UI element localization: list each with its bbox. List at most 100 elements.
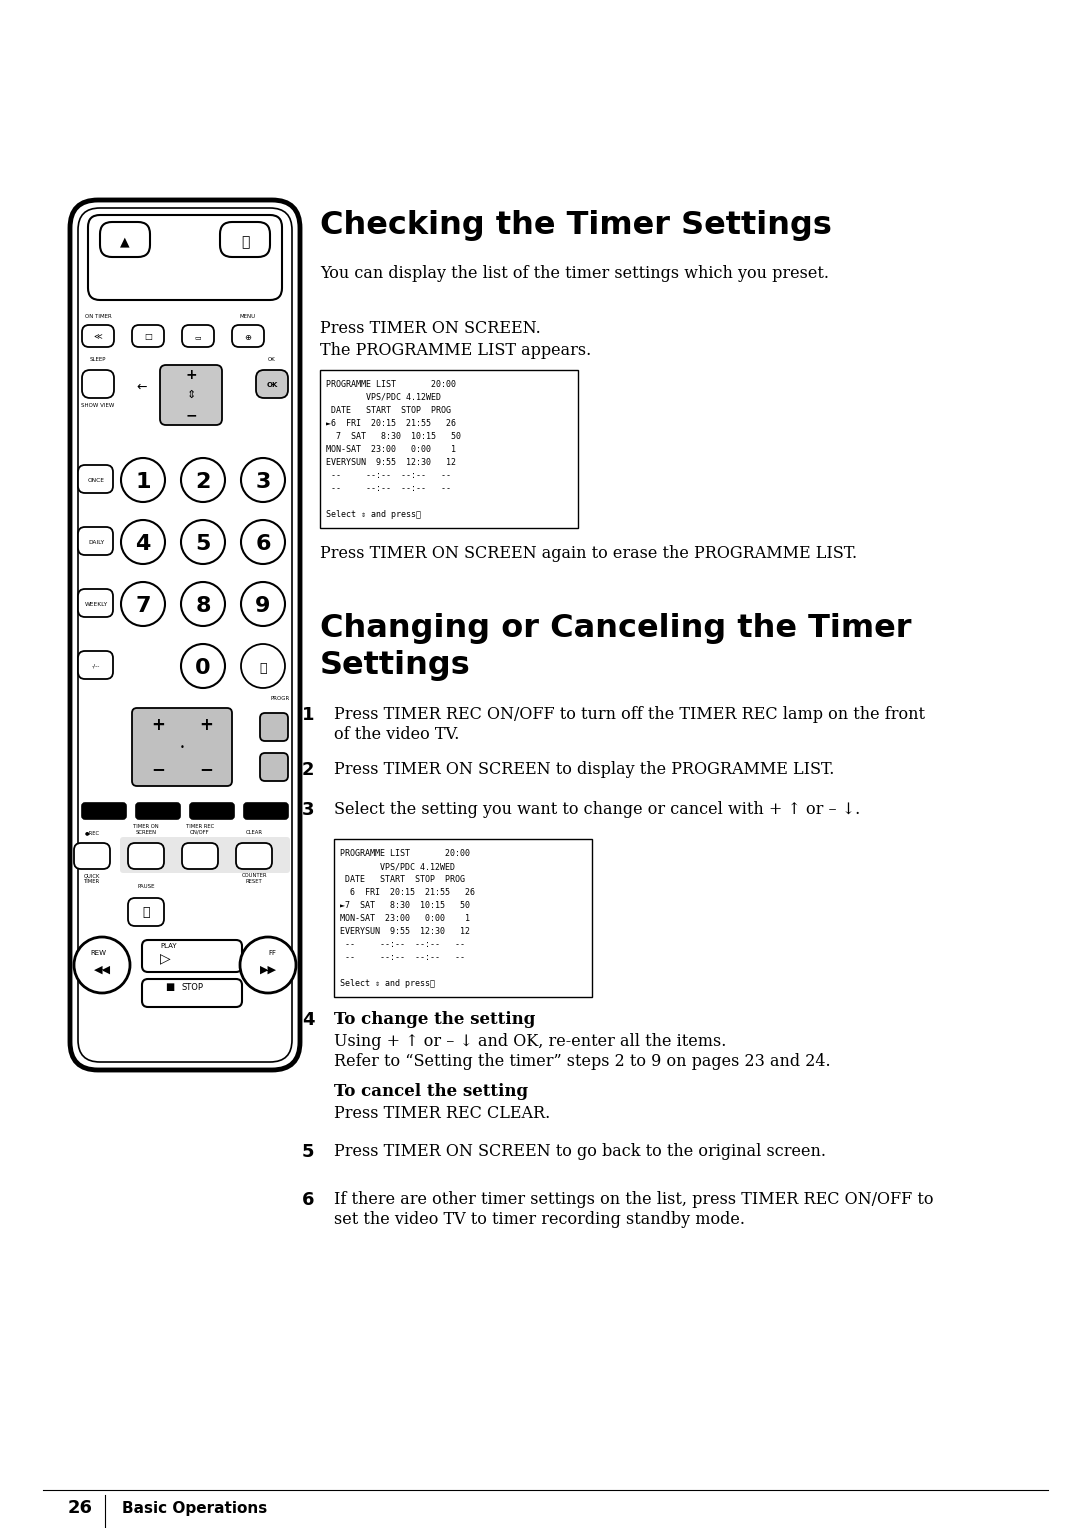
Circle shape [121,458,165,503]
Text: TIMER ON
SCREEN: TIMER ON SCREEN [133,824,159,834]
Text: To change the setting: To change the setting [334,1012,536,1028]
Text: −: − [185,408,197,422]
Text: +: + [151,717,165,733]
Text: Select ⇕ and pressⓄ: Select ⇕ and pressⓄ [326,510,421,520]
Text: 6  FRI  20:15  21:55   26: 6 FRI 20:15 21:55 26 [340,888,475,897]
Text: PROGRAMME LIST       20:00: PROGRAMME LIST 20:00 [326,380,456,390]
Text: PROGRAMME LIST       20:00: PROGRAMME LIST 20:00 [340,850,470,859]
Text: +: + [199,717,213,733]
Text: MON-SAT  23:00   0:00    1: MON-SAT 23:00 0:00 1 [340,914,470,923]
FancyBboxPatch shape [260,714,288,741]
Text: of the video TV.: of the video TV. [334,726,459,743]
Text: EVERYSUN  9:55  12:30   12: EVERYSUN 9:55 12:30 12 [326,458,456,468]
Text: -/--: -/-- [92,663,100,669]
Text: set the video TV to timer recording standby mode.: set the video TV to timer recording stan… [334,1212,745,1229]
Text: 3: 3 [255,472,271,492]
Text: To cancel the setting: To cancel the setting [334,1083,528,1100]
Text: ⏸: ⏸ [143,906,150,920]
Text: 1: 1 [135,472,151,492]
FancyBboxPatch shape [183,325,214,347]
Text: Select the setting you want to change or cancel with + ↑ or – ↓.: Select the setting you want to change or… [334,801,861,817]
Text: Select ⇕ and pressⓄ: Select ⇕ and pressⓄ [340,979,435,989]
Text: Changing or Canceling the Timer: Changing or Canceling the Timer [320,613,912,643]
FancyBboxPatch shape [220,222,270,257]
FancyBboxPatch shape [82,804,126,819]
Text: 4: 4 [135,533,151,555]
FancyBboxPatch shape [160,365,222,425]
Text: 1: 1 [302,706,314,724]
FancyBboxPatch shape [183,843,218,869]
FancyBboxPatch shape [136,804,180,819]
FancyBboxPatch shape [70,200,300,1070]
Text: ←: ← [137,380,147,394]
Text: −: − [199,759,213,778]
Text: DAILY: DAILY [87,539,104,544]
Text: MENU: MENU [240,313,256,319]
Text: ▷: ▷ [160,950,171,966]
FancyBboxPatch shape [120,837,291,872]
Circle shape [240,937,296,993]
Text: SLEEP: SLEEP [90,358,106,362]
Text: VPS/PDC 4.12WED: VPS/PDC 4.12WED [326,393,441,402]
Text: 5: 5 [302,1143,314,1161]
Text: MON-SAT  23:00   0:00    1: MON-SAT 23:00 0:00 1 [326,445,456,454]
FancyBboxPatch shape [237,843,272,869]
Text: ●REC: ●REC [84,830,99,834]
FancyBboxPatch shape [129,843,164,869]
Text: STOP: STOP [181,983,203,992]
FancyBboxPatch shape [244,804,288,819]
Text: 9: 9 [255,596,271,616]
Text: ►7  SAT   8:30  10:15   50: ►7 SAT 8:30 10:15 50 [340,902,470,911]
Text: ON TIMER: ON TIMER [84,313,111,319]
Circle shape [181,458,225,503]
Text: Press TIMER REC CLEAR.: Press TIMER REC CLEAR. [334,1105,550,1122]
Text: Checking the Timer Settings: Checking the Timer Settings [320,209,832,241]
FancyBboxPatch shape [256,370,288,397]
FancyBboxPatch shape [129,898,164,926]
FancyBboxPatch shape [82,370,114,397]
Text: 6: 6 [302,1190,314,1209]
Text: You can display the list of the timer settings which you preset.: You can display the list of the timer se… [320,264,829,283]
Text: Basic Operations: Basic Operations [122,1500,267,1516]
Text: Refer to “Setting the timer” steps 2 to 9 on pages 23 and 24.: Refer to “Setting the timer” steps 2 to … [334,1053,831,1070]
FancyBboxPatch shape [78,651,113,678]
Text: ⇕: ⇕ [187,390,195,400]
Text: EVERYSUN  9:55  12:30   12: EVERYSUN 9:55 12:30 12 [340,927,470,937]
FancyBboxPatch shape [232,325,264,347]
Text: PAUSE: PAUSE [137,885,154,889]
FancyBboxPatch shape [78,588,113,617]
Circle shape [181,643,225,688]
FancyBboxPatch shape [334,839,592,996]
Text: +: + [185,368,197,382]
Text: ►6  FRI  20:15  21:55   26: ►6 FRI 20:15 21:55 26 [326,419,456,428]
FancyBboxPatch shape [78,527,113,555]
Text: Using + ↑ or – ↓ and OK, re-enter all the items.: Using + ↑ or – ↓ and OK, re-enter all th… [334,1033,727,1050]
Text: Press TIMER ON SCREEN to go back to the original screen.: Press TIMER ON SCREEN to go back to the … [334,1143,826,1160]
FancyBboxPatch shape [78,208,292,1062]
Text: WEEKLY: WEEKLY [84,602,108,607]
Text: ⊕: ⊕ [244,333,252,341]
Text: CLEAR: CLEAR [245,830,262,834]
Text: --     --:--  --:--   --: -- --:-- --:-- -- [326,484,451,494]
Text: PLAY: PLAY [160,943,177,949]
Text: If there are other timer settings on the list, press TIMER REC ON/OFF to: If there are other timer settings on the… [334,1190,933,1209]
Circle shape [241,520,285,564]
Text: 4: 4 [302,1012,314,1028]
Text: QUICK
TIMER: QUICK TIMER [84,872,100,883]
Circle shape [241,458,285,503]
Text: 3: 3 [302,801,314,819]
FancyBboxPatch shape [132,325,164,347]
Circle shape [121,520,165,564]
Text: FF: FF [268,950,276,957]
Text: 2: 2 [302,761,314,779]
Text: 7: 7 [135,596,151,616]
FancyBboxPatch shape [141,940,242,972]
Circle shape [241,582,285,626]
FancyBboxPatch shape [260,753,288,781]
Text: Press TIMER ON SCREEN.: Press TIMER ON SCREEN. [320,319,541,338]
Text: ≪: ≪ [94,333,103,341]
Text: PROGR: PROGR [270,695,289,701]
Text: ■: ■ [165,983,175,992]
Text: 0: 0 [195,659,211,678]
Text: ▶▶: ▶▶ [259,966,276,975]
